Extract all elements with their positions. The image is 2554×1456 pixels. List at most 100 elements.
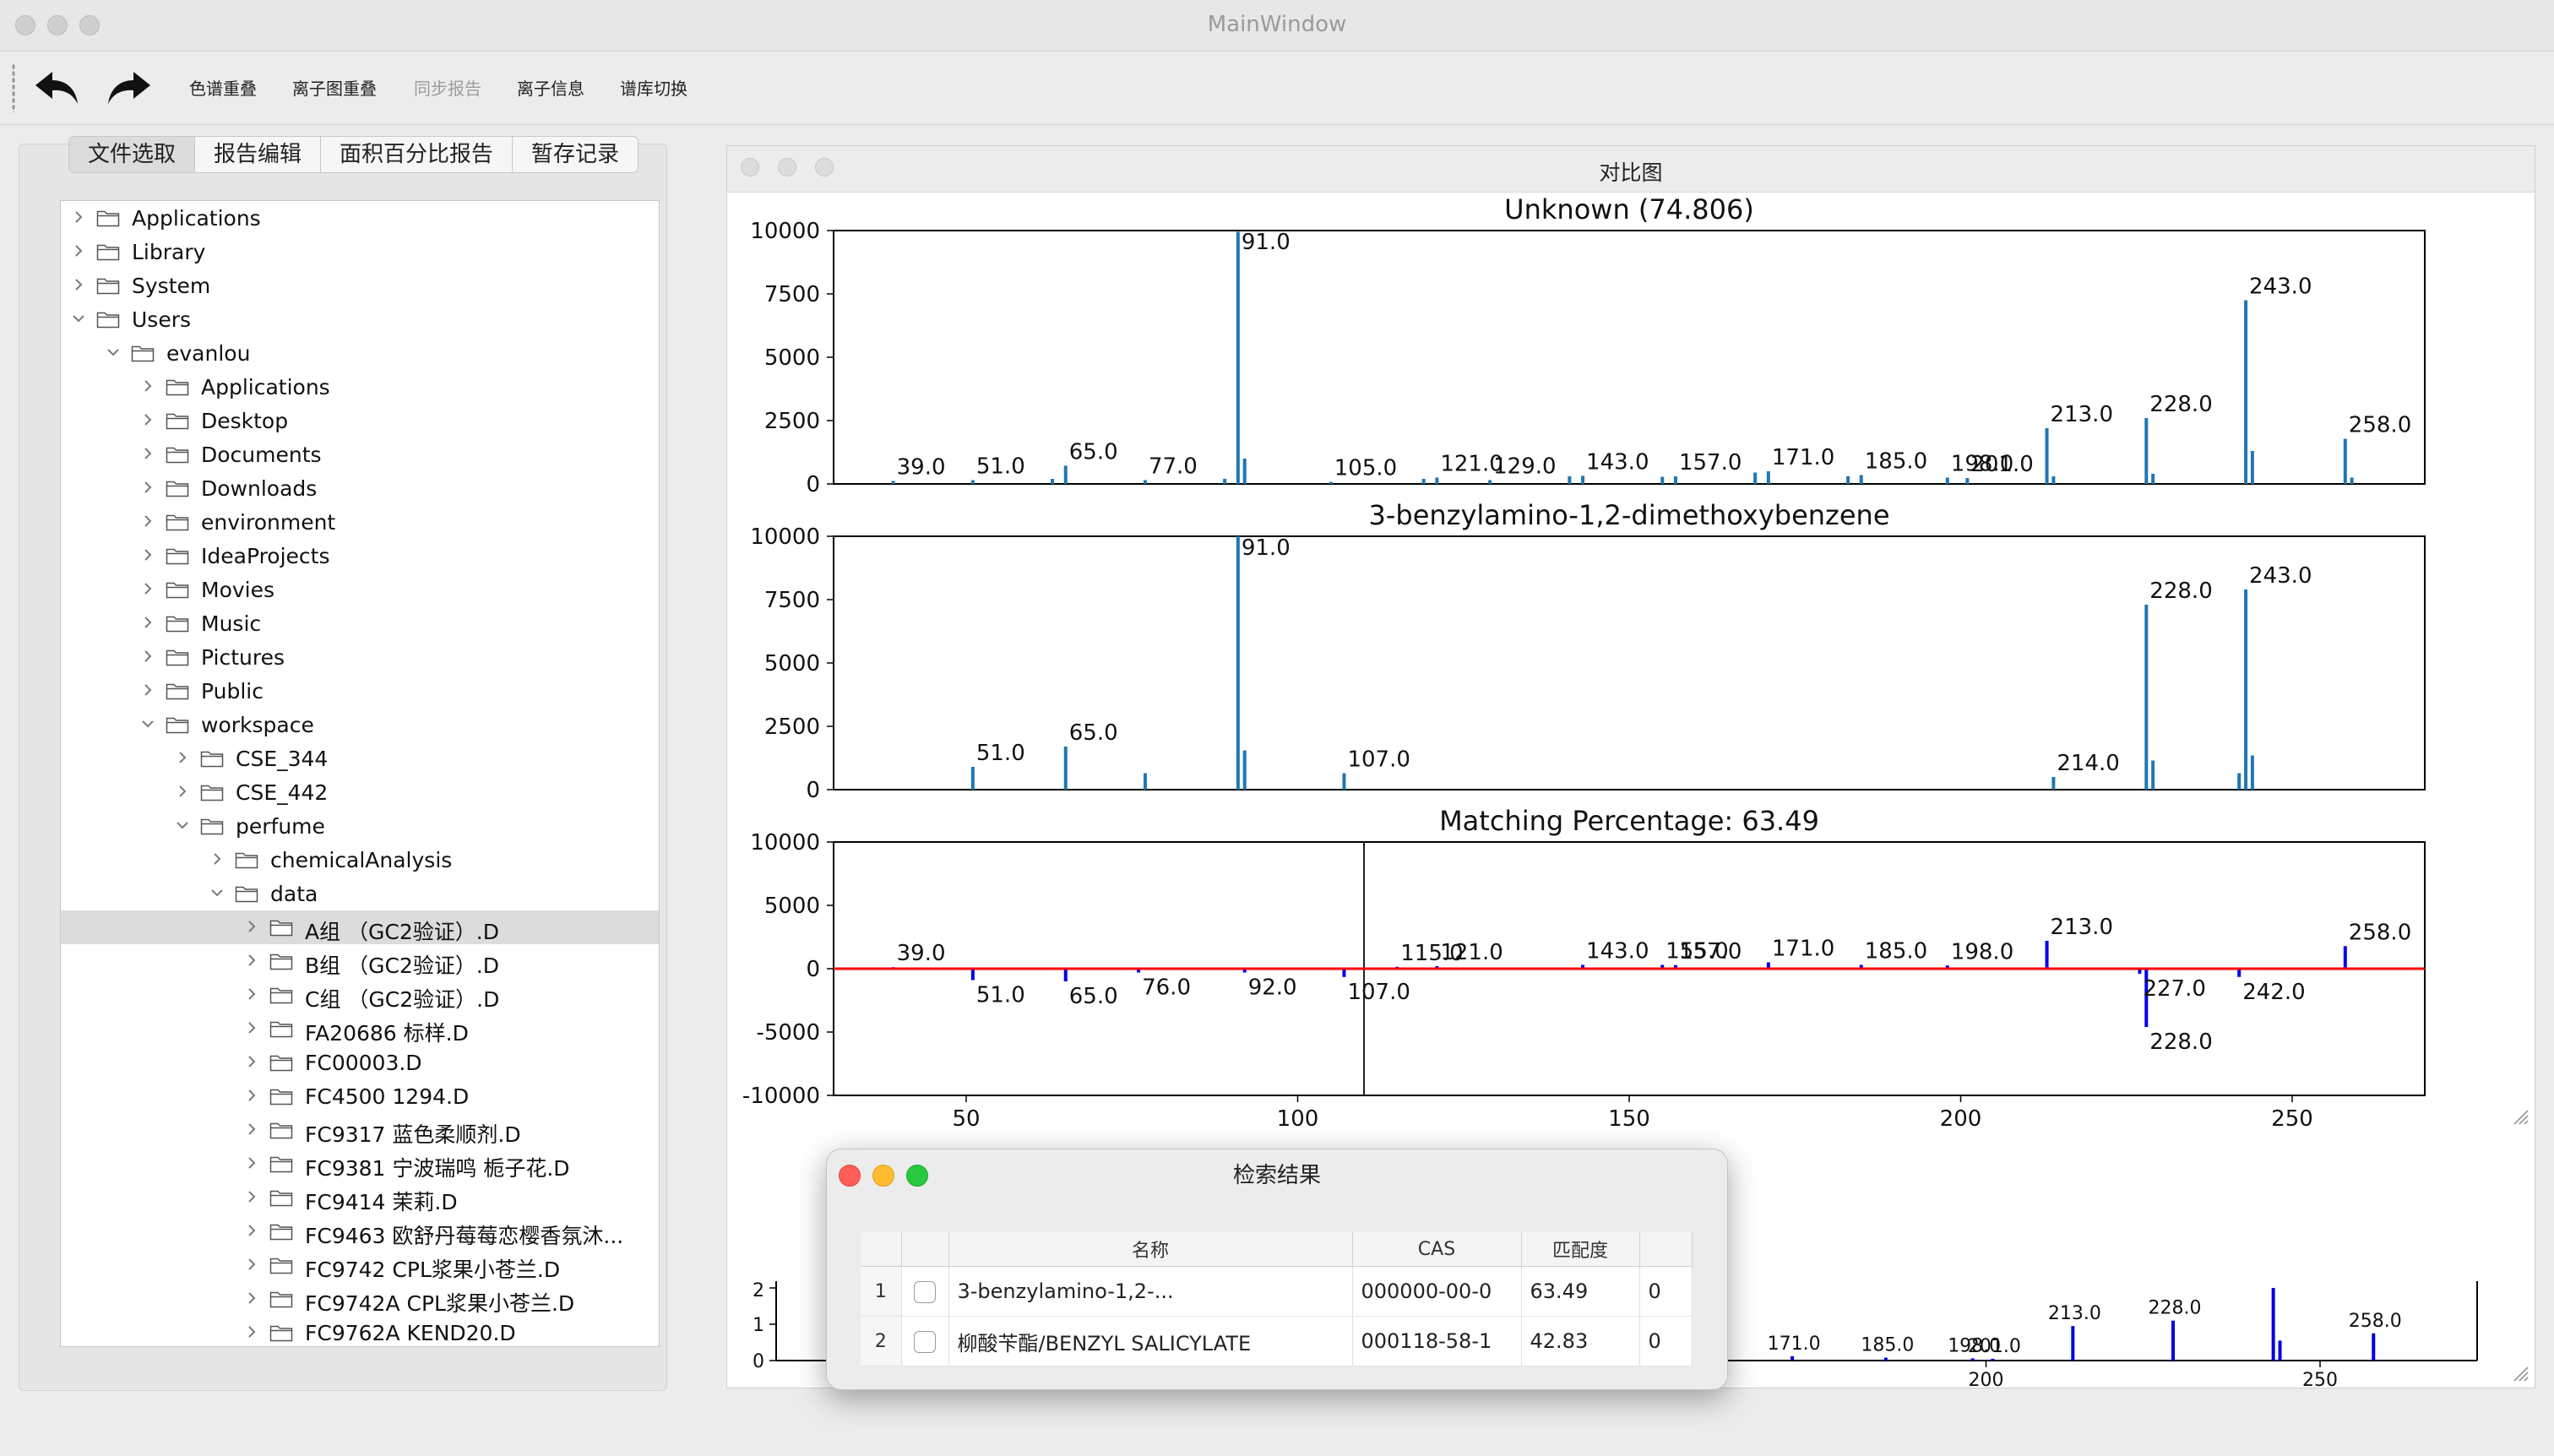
resize-grip-icon[interactable] (2513, 1366, 2530, 1383)
extra-cell[interactable]: 0 (1639, 1316, 1693, 1366)
tree-item[interactable]: FC00003.D (61, 1046, 659, 1079)
tree-item[interactable]: FC4500 1294.D (61, 1079, 659, 1113)
zoom-window-button[interactable] (79, 15, 100, 35)
tree-item[interactable]: A组 （GC2验证）.D (61, 910, 659, 944)
tree-item[interactable]: IdeaProjects (61, 539, 659, 573)
tree-item[interactable]: CSE_344 (61, 742, 659, 775)
tree-item[interactable]: Users (61, 302, 659, 336)
chevron-right-icon[interactable] (242, 1154, 261, 1172)
cas-cell[interactable]: 000118-58-1 (1352, 1316, 1522, 1366)
tree-item[interactable]: Music (61, 606, 659, 640)
tree-item[interactable]: Desktop (61, 404, 659, 437)
chevron-right-icon[interactable] (69, 275, 88, 294)
chevron-down-icon[interactable] (173, 816, 192, 834)
sync-report-button[interactable]: 同步报告 (414, 79, 481, 99)
chevron-right-icon[interactable] (242, 951, 261, 970)
column-header-match[interactable]: 匹配度 (1521, 1232, 1640, 1267)
chevron-right-icon[interactable] (139, 512, 157, 530)
chevron-right-icon[interactable] (139, 546, 157, 564)
dialog-minimize-button[interactable] (872, 1165, 894, 1187)
chevron-down-icon[interactable] (69, 309, 88, 328)
chevron-right-icon[interactable] (242, 1019, 261, 1037)
tree-item[interactable]: workspace (61, 708, 659, 742)
chevron-right-icon[interactable] (242, 1255, 261, 1274)
chevron-right-icon[interactable] (242, 1323, 261, 1341)
cas-cell[interactable]: 000000-00-0 (1352, 1266, 1522, 1317)
match-cell[interactable]: 63.49 (1521, 1266, 1640, 1317)
redo-arrow-icon[interactable] (105, 65, 155, 109)
resize-grip-icon[interactable] (2513, 1109, 2530, 1126)
tree-item[interactable]: FC9742 CPL浆果小苍兰.D (61, 1248, 659, 1282)
chevron-right-icon[interactable] (242, 917, 261, 936)
tree-item[interactable]: CSE_442 (61, 775, 659, 809)
tree-item[interactable]: Applications (61, 201, 659, 235)
chevron-right-icon[interactable] (139, 579, 157, 598)
chevron-right-icon[interactable] (242, 1289, 261, 1307)
chevron-right-icon[interactable] (242, 985, 261, 1003)
table-row[interactable]: 2 柳酸苄酯/BENZYL SALICYLATE 000118-58-1 42.… (861, 1316, 1693, 1366)
tree-item[interactable]: C组 （GC2验证）.D (61, 978, 659, 1012)
ion-chromatogram-overlay-button[interactable]: 离子图重叠 (292, 79, 377, 99)
tree-item[interactable]: environment (61, 505, 659, 539)
chevron-right-icon[interactable] (139, 410, 157, 429)
comparison-close-button[interactable] (741, 158, 759, 177)
tree-item[interactable]: FC9414 茉莉.D (61, 1181, 659, 1214)
tab-file-select[interactable]: 文件选取 (69, 137, 196, 172)
chevron-right-icon[interactable] (69, 242, 88, 260)
chevron-right-icon[interactable] (242, 1120, 261, 1138)
toolbar-grip-handle[interactable] (12, 63, 15, 112)
compound-name-cell[interactable]: 柳酸苄酯/BENZYL SALICYLATE (948, 1316, 1353, 1366)
file-tree[interactable]: Applications Library System Users evanlou App… (60, 200, 660, 1347)
undo-arrow-icon[interactable] (30, 65, 81, 109)
tree-item[interactable]: evanlou (61, 336, 659, 370)
tree-item[interactable]: Downloads (61, 471, 659, 505)
tree-item[interactable]: FC9317 蓝色柔顺剂.D (61, 1113, 659, 1147)
tree-item[interactable]: FA20686 标样.D (61, 1012, 659, 1046)
compound-name-cell[interactable]: 3-benzylamino-1,2-... (948, 1266, 1353, 1317)
row-select-checkbox[interactable] (914, 1281, 936, 1303)
column-header-name[interactable]: 名称 (948, 1232, 1353, 1267)
chevron-right-icon[interactable] (139, 681, 157, 699)
tree-item[interactable]: FC9463 欧舒丹莓莓恋樱香氛沐... (61, 1214, 659, 1248)
tree-item[interactable]: data (61, 877, 659, 910)
tree-item[interactable]: Public (61, 674, 659, 708)
chevron-right-icon[interactable] (139, 478, 157, 497)
chevron-down-icon[interactable] (104, 343, 122, 361)
tab-area-percent-report[interactable]: 面积百分比报告 (321, 137, 514, 172)
dialog-zoom-button[interactable] (906, 1165, 928, 1187)
extra-cell[interactable]: 0 (1639, 1266, 1693, 1317)
chevron-right-icon[interactable] (139, 613, 157, 632)
tree-item[interactable]: System (61, 269, 659, 302)
dialog-close-button[interactable] (839, 1165, 861, 1187)
comparison-zoom-button[interactable] (815, 158, 834, 177)
table-row[interactable]: 1 3-benzylamino-1,2-... 000000-00-0 63.4… (861, 1266, 1693, 1317)
chevron-right-icon[interactable] (242, 1086, 261, 1105)
chevron-right-icon[interactable] (173, 782, 192, 801)
tree-item[interactable]: FC9762A KEND20.D (61, 1316, 659, 1346)
chevron-right-icon[interactable] (242, 1221, 261, 1240)
tree-item[interactable]: Pictures (61, 640, 659, 674)
chevron-right-icon[interactable] (242, 1052, 261, 1071)
tree-item[interactable]: Movies (61, 573, 659, 606)
tree-item[interactable]: chemicalAnalysis (61, 843, 659, 877)
tree-item[interactable]: perfume (61, 809, 659, 843)
chevron-right-icon[interactable] (139, 444, 157, 463)
chromatogram-overlay-button[interactable]: 色谱重叠 (189, 79, 257, 99)
chevron-right-icon[interactable] (69, 208, 88, 226)
tree-item[interactable]: Applications (61, 370, 659, 404)
close-window-button[interactable] (15, 15, 35, 35)
chevron-right-icon[interactable] (139, 647, 157, 666)
chevron-right-icon[interactable] (173, 748, 192, 767)
chevron-right-icon[interactable] (139, 377, 157, 395)
ion-info-button[interactable]: 离子信息 (517, 79, 584, 99)
chevron-right-icon[interactable] (208, 850, 226, 868)
chevron-down-icon[interactable] (139, 714, 157, 733)
minimize-window-button[interactable] (47, 15, 68, 35)
tree-item[interactable]: Documents (61, 437, 659, 471)
chevron-down-icon[interactable] (208, 883, 226, 902)
comparison-minimize-button[interactable] (778, 158, 796, 177)
tree-item[interactable]: FC9742A CPL浆果小苍兰.D (61, 1282, 659, 1316)
tree-item[interactable]: FC9381 宁波瑞鸣 栀子花.D (61, 1147, 659, 1181)
match-cell[interactable]: 42.83 (1521, 1316, 1640, 1366)
chevron-right-icon[interactable] (242, 1187, 261, 1206)
